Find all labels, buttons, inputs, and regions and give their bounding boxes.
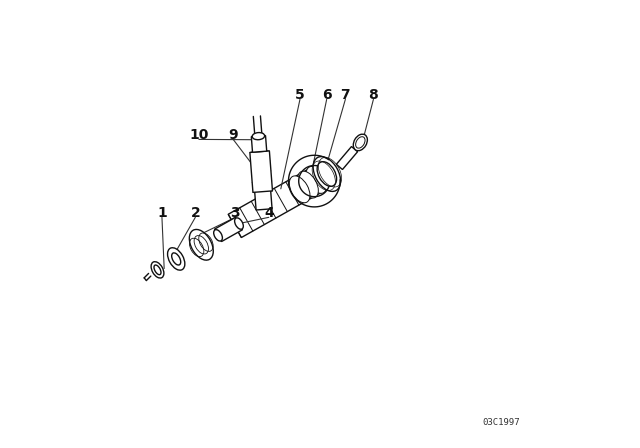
Ellipse shape	[172, 253, 180, 265]
Ellipse shape	[214, 230, 223, 241]
Text: 03C1997: 03C1997	[483, 418, 520, 426]
Polygon shape	[214, 217, 243, 241]
Ellipse shape	[306, 167, 326, 194]
Text: 5: 5	[295, 88, 305, 102]
Ellipse shape	[189, 229, 213, 260]
Ellipse shape	[154, 265, 161, 275]
Text: 4: 4	[264, 206, 274, 220]
Text: 2: 2	[191, 206, 200, 220]
Polygon shape	[252, 136, 267, 152]
Ellipse shape	[313, 156, 340, 191]
Ellipse shape	[317, 162, 337, 186]
Ellipse shape	[151, 262, 164, 278]
Text: 7: 7	[340, 88, 350, 102]
Ellipse shape	[353, 134, 367, 151]
Ellipse shape	[235, 218, 243, 229]
Text: 6: 6	[322, 88, 332, 102]
Ellipse shape	[298, 171, 318, 198]
Text: 3: 3	[230, 206, 240, 220]
Polygon shape	[252, 151, 272, 210]
Polygon shape	[228, 162, 333, 237]
Ellipse shape	[289, 176, 310, 203]
Ellipse shape	[168, 248, 185, 270]
Text: 8: 8	[369, 88, 378, 102]
Text: 1: 1	[157, 206, 167, 220]
Polygon shape	[337, 146, 358, 169]
Polygon shape	[250, 151, 273, 192]
Ellipse shape	[252, 133, 265, 140]
Text: 10: 10	[189, 128, 209, 142]
Ellipse shape	[356, 137, 365, 148]
Text: 9: 9	[228, 128, 238, 142]
